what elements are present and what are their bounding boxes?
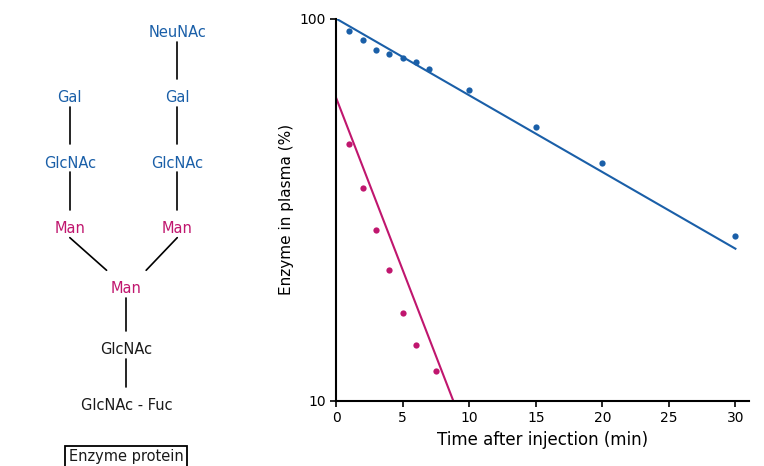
Text: Enzyme protein: Enzyme protein <box>69 449 183 464</box>
X-axis label: Time after injection (min): Time after injection (min) <box>437 431 648 449</box>
Text: NeuNAc: NeuNAc <box>148 25 206 40</box>
Text: GlcNAc: GlcNAc <box>44 156 96 171</box>
Text: GlcNAc: GlcNAc <box>100 342 153 357</box>
Text: GlcNAc - Fuc: GlcNAc - Fuc <box>80 398 172 413</box>
Text: Gal: Gal <box>165 90 189 105</box>
Y-axis label: Enzyme in plasma (%): Enzyme in plasma (%) <box>279 124 294 295</box>
Text: Man: Man <box>111 281 142 296</box>
Text: Gal: Gal <box>57 90 82 105</box>
Text: Man: Man <box>54 221 86 236</box>
Text: Man: Man <box>162 221 193 236</box>
Text: GlcNAc: GlcNAc <box>151 156 203 171</box>
